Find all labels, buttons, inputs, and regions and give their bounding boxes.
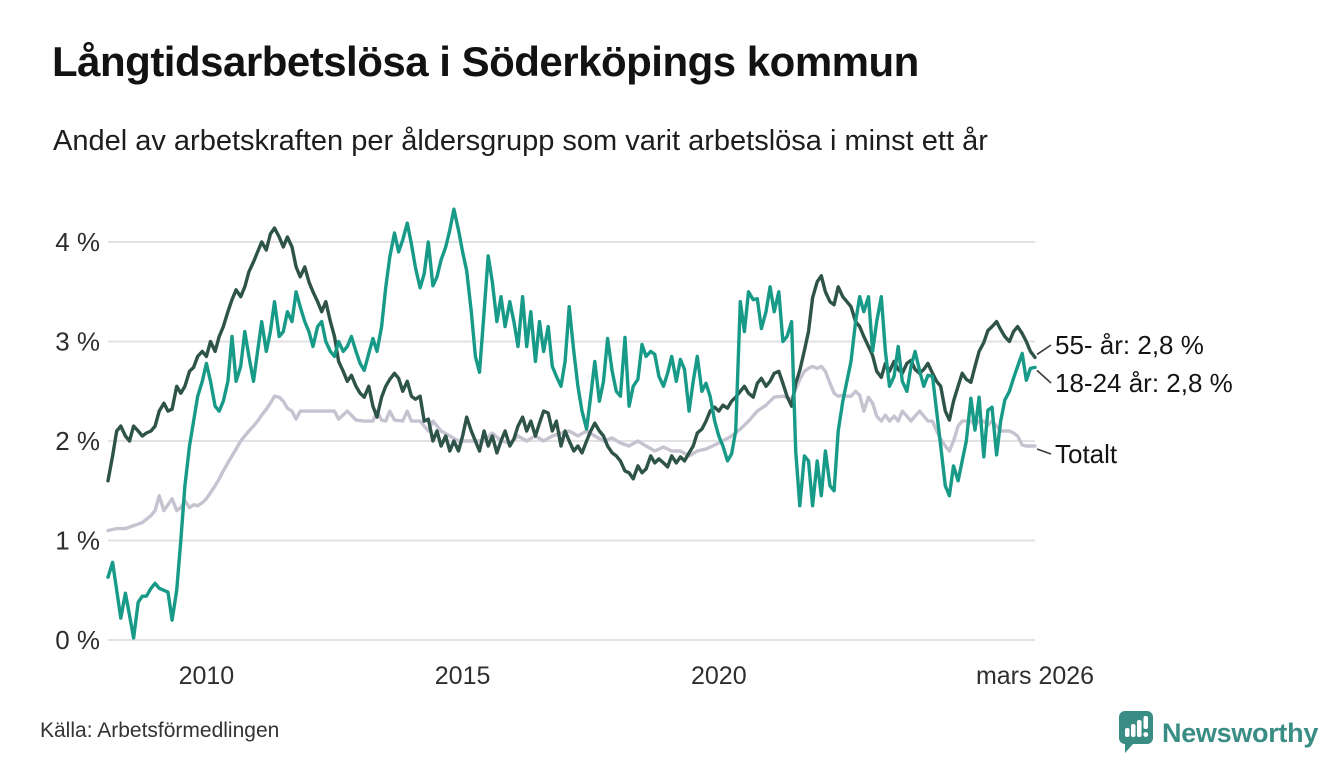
page-title: Långtidsarbetslösa i Söderköpings kommun (52, 38, 919, 85)
x-tick-label-2015: 2015 (435, 662, 491, 690)
x-tick-label-2020: 2020 (691, 662, 747, 690)
bar-3 (1137, 720, 1142, 737)
leader-line-0 (1036, 344, 1052, 356)
y-tick-label-0: 0 % (55, 625, 100, 655)
series-end-label-55-ar: 55- år: 2,8 % (1055, 330, 1204, 360)
exclamation-bar (1143, 716, 1148, 729)
series-end-label-totalt: Totalt (1055, 439, 1118, 469)
leader-line-1 (1036, 369, 1052, 384)
bar-1 (1125, 728, 1130, 737)
y-tick-label-2: 2 % (55, 426, 100, 456)
x-tick-label-mars-2026: mars 2026 (976, 662, 1094, 690)
series-end-label-18-24-ar: 18-24 år: 2,8 % (1055, 368, 1233, 398)
series-line-55-r (106, 226, 1037, 483)
speech-bubble-shape (1119, 711, 1153, 753)
x-tick-label-2010: 2010 (179, 662, 235, 690)
exclamation-dot (1143, 732, 1149, 737)
bar-2 (1131, 724, 1136, 737)
leader-line-2 (1036, 448, 1052, 455)
series-line-18-24-r (106, 207, 1037, 640)
y-tick-label-4: 4 % (55, 227, 100, 257)
brand-name: Newsworthy (1162, 717, 1319, 748)
source-note: Källa: Arbetsförmedlingen (40, 719, 280, 742)
newsworthy-icon (1119, 711, 1153, 753)
y-tick-label-3: 3 % (55, 327, 100, 357)
series-line-totalt (106, 364, 1037, 533)
y-tick-label-1: 1 % (55, 526, 100, 556)
page-subtitle: Andel av arbetskraften per åldersgrupp s… (53, 125, 988, 157)
brand-logo: Newsworthy (1118, 710, 1318, 756)
